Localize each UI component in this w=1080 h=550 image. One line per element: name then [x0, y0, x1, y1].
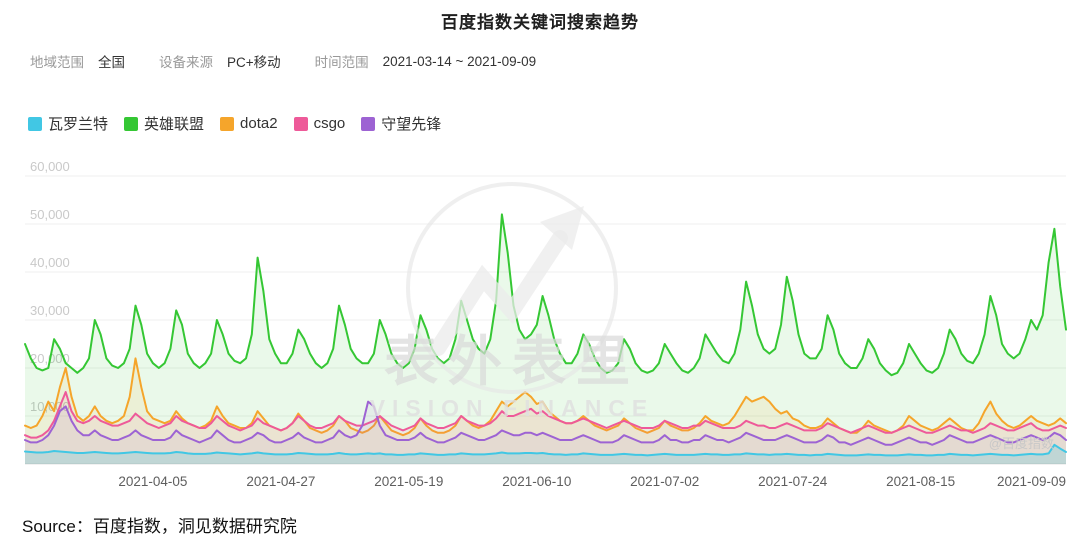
watermark-arrow-icon [430, 230, 568, 356]
y-axis-tick-label: 40,000 [30, 255, 70, 270]
legend-label-csgo: csgo [313, 115, 346, 132]
watermark-circle-icon [406, 182, 618, 394]
trend-line-chart: 10,00020,00030,00040,00050,00060,000表外表里… [24, 159, 1067, 489]
source-note: Source：百度指数，洞见数据研究院 [22, 517, 297, 536]
legend-swatch-dota2 [220, 116, 235, 131]
chart-legend: 瓦罗兰特 英雄联盟 dota2 csgo 守望先锋 [28, 113, 457, 134]
filter-region: 地域范围 全国 [30, 51, 125, 71]
legend-item-csgo[interactable]: csgo [293, 115, 346, 132]
series-area-守望先锋 [25, 401, 1066, 464]
legend-swatch-valorant [28, 116, 42, 131]
series-line-瓦罗兰特 [24, 443, 1067, 457]
legend-item-overwatch[interactable]: 守望先锋 [361, 113, 441, 134]
filter-device: 设备来源 PC+移动 [159, 51, 281, 71]
x-axis-tick-label: 2021-09-09 [997, 474, 1066, 489]
y-axis-tick-label: 60,000 [30, 159, 70, 174]
filter-region-value[interactable]: 全国 [98, 55, 125, 70]
x-axis-tick-label: 2021-04-05 [118, 474, 187, 489]
legend-swatch-lol [124, 116, 139, 131]
legend-item-valorant[interactable]: 瓦罗兰特 [28, 113, 108, 134]
x-axis-tick-label: 2021-06-10 [502, 474, 571, 489]
x-axis-tick-label: 2021-07-02 [630, 474, 699, 489]
filter-timerange-label: 时间范围 [314, 55, 369, 70]
watermark-arrowhead-icon [540, 206, 584, 250]
legend-swatch-csgo [293, 116, 308, 131]
legend-label-valorant: 瓦罗兰特 [48, 116, 109, 133]
y-axis-tick-label: 50,000 [30, 207, 70, 222]
series-area-英雄联盟 [25, 214, 1066, 464]
x-axis-tick-label: 2021-07-24 [758, 474, 828, 489]
legend-item-lol[interactable]: 英雄联盟 [124, 113, 204, 134]
page-title: 百度指数关键词搜索趋势 [441, 13, 639, 32]
series-area-csgo [25, 392, 1066, 464]
series-line-csgo [24, 391, 1067, 439]
legend-label-lol: 英雄联盟 [144, 116, 205, 133]
legend-label-dota2: dota2 [240, 115, 278, 132]
legend-label-overwatch: 守望先锋 [381, 116, 442, 133]
baidu-index-watermark: @百度指数 [989, 436, 1054, 451]
filter-device-label: 设备来源 [159, 55, 213, 70]
series-line-英雄联盟 [24, 213, 1067, 377]
y-axis-tick-label: 30,000 [30, 303, 70, 318]
x-axis-tick-label: 2021-04-27 [246, 474, 315, 489]
watermark-en-text: VISION FINANCE [370, 395, 655, 421]
filter-timerange-value[interactable]: 2021-03-14 ~ 2021-09-09 [382, 53, 537, 69]
filter-region-label: 地域范围 [30, 55, 84, 70]
x-axis-tick-label: 2021-08-15 [886, 474, 955, 489]
legend-swatch-overwatch [361, 116, 376, 131]
filter-bar: 地域范围 全国 设备来源 PC+移动 时间范围 2021-03-14 ~ 202… [30, 51, 570, 71]
x-axis-tick-label: 2021-05-19 [374, 474, 443, 489]
filter-timerange: 时间范围 2021-03-14 ~ 2021-09-09 [315, 51, 537, 71]
series-line-守望先锋 [24, 400, 1067, 446]
series-area-dota2 [25, 358, 1066, 464]
legend-item-dota2[interactable]: dota2 [220, 115, 278, 132]
filter-device-value[interactable]: PC+移动 [227, 55, 281, 70]
watermark-cn-text: 表外表里 [384, 332, 640, 392]
